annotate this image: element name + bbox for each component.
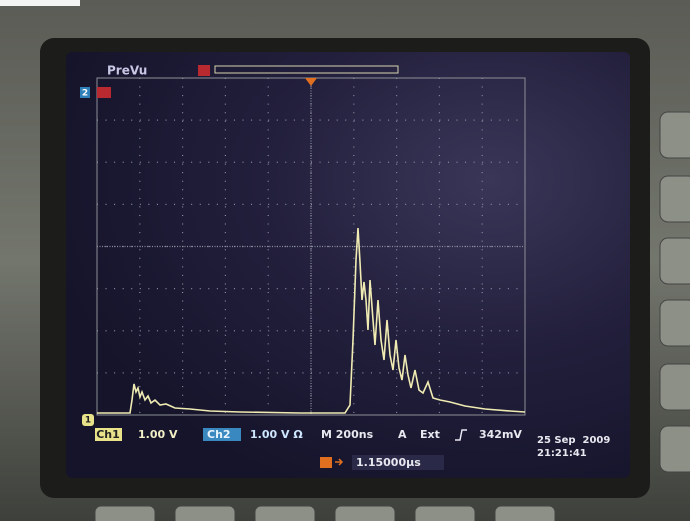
trigger-time: 1.15000µs: [356, 456, 421, 469]
side-button[interactable]: [660, 238, 690, 284]
trigger-mode: A: [398, 428, 407, 441]
bottom-button[interactable]: [175, 506, 235, 521]
side-button[interactable]: [660, 176, 690, 222]
side-button[interactable]: [660, 112, 690, 158]
screen: [66, 52, 630, 478]
bottom-button[interactable]: [415, 506, 475, 521]
side-button[interactable]: [660, 300, 690, 346]
ch2-scale: 1.00 V Ω: [250, 428, 303, 441]
oscilloscope-photo: PreVu 2 1 Ch1 1.00 V Ch2 1.00 V Ω M 200n…: [0, 0, 690, 521]
trigger-source: Ext: [420, 428, 440, 441]
bottom-button[interactable]: [335, 506, 395, 521]
timebase: M 200ns: [321, 428, 374, 441]
page: PreVu 2 1 Ch1 1.00 V Ch2 1.00 V Ω M 200n…: [0, 0, 690, 521]
trigger-icon: [198, 65, 210, 76]
background: [0, 0, 80, 6]
trigger-level: 342mV: [479, 428, 522, 441]
bottom-button[interactable]: [95, 506, 155, 521]
side-button[interactable]: [660, 426, 690, 472]
trigger-time-icon: [320, 457, 332, 468]
side-button[interactable]: [660, 364, 690, 410]
ch1-marker-label: 1: [85, 416, 91, 426]
mode-label: PreVu: [107, 64, 147, 78]
ref-marker: [97, 87, 111, 98]
bottom-button[interactable]: [255, 506, 315, 521]
ch2-marker-label: 2: [82, 89, 88, 99]
ch1-scale: 1.00 V: [138, 428, 178, 441]
ch1-label: Ch1: [96, 428, 120, 441]
time: 21:21:41: [537, 448, 587, 459]
ch2-label: Ch2: [207, 428, 231, 441]
date: 25 Sep 2009: [537, 435, 610, 446]
bottom-button[interactable]: [495, 506, 555, 521]
